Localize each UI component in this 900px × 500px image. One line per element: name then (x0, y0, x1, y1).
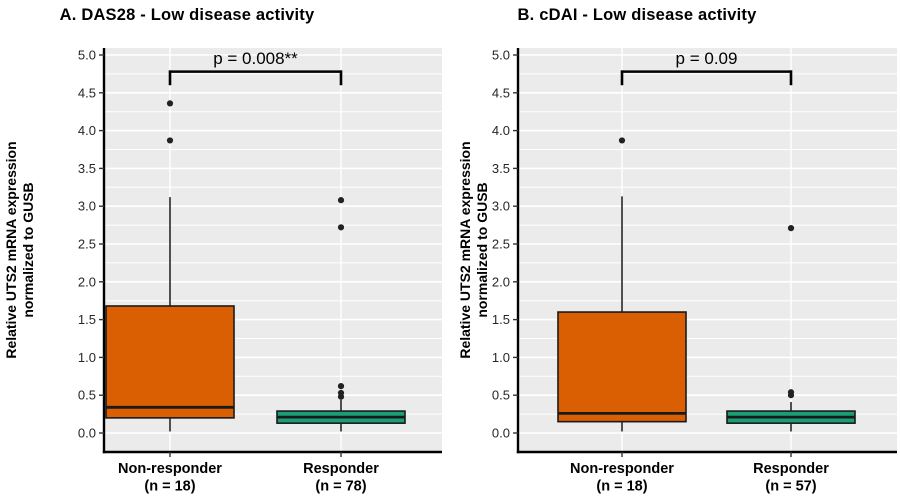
x-category-n-label: (n = 18) (144, 479, 195, 495)
panel-b-title: B. cDAI - Low disease activity (517, 6, 757, 24)
outlier-point-responder (337, 389, 345, 397)
y-tick-label: 0.5 (492, 388, 510, 403)
y-tick-label: 5.0 (492, 48, 510, 63)
y-axis-title-line: normalized to GUSB (474, 182, 490, 317)
y-tick-label: 1.5 (492, 312, 510, 327)
y-tick-label: 0.0 (78, 426, 96, 441)
panel-b-chart: Non-responder (n = 18) Responder (n = 57) p … (457, 48, 897, 495)
panel-a-title: A. DAS28 - Low disease activity (59, 6, 315, 24)
y-tick-label: 2.0 (492, 274, 510, 289)
y-tick-label: 0.5 (78, 388, 96, 403)
y-axis-title-line: normalized to GUSB (20, 182, 36, 317)
x-category-label: Non-responder (570, 461, 674, 477)
y-tick-label: 4.0 (492, 123, 510, 138)
y-tick-label: 2.5 (492, 237, 510, 252)
y-tick-label: 3.0 (492, 199, 510, 214)
p-value-label: p = 0.09 (676, 49, 738, 68)
x-category-n-label: (n = 57) (765, 479, 816, 495)
y-tick-label: 4.5 (492, 85, 510, 100)
y-tick-label: 3.5 (492, 161, 510, 176)
p-value-label: p = 0.008** (213, 49, 298, 68)
y-tick-label: 4.0 (78, 123, 96, 138)
outlier-point-responder (337, 197, 345, 204)
y-tick-label: 1.5 (78, 312, 96, 327)
y-axis-title-line: Relative UTS2 mRNA expression (457, 141, 473, 358)
x-category-label: Responder (753, 461, 829, 477)
x-category-label: Non-responder (118, 461, 222, 477)
y-tick-label: 1.0 (492, 350, 510, 365)
panel-a-chart: Non-responder (n = 18) Responder (n = 78) p … (3, 48, 442, 495)
y-tick-label: 3.0 (78, 199, 96, 214)
y-tick-label: 4.5 (78, 85, 96, 100)
y-tick-label: 0.0 (492, 426, 510, 441)
y-tick-label: 2.0 (78, 274, 96, 289)
outlier-point-non-responder (618, 137, 626, 144)
y-tick-label: 3.5 (78, 161, 96, 176)
y-axis-title-line: Relative UTS2 mRNA expression (3, 141, 19, 358)
outlier-point-non-responder (166, 100, 174, 107)
outlier-point-responder (337, 383, 345, 390)
x-category-n-label: (n = 18) (596, 479, 647, 495)
outlier-point-responder (787, 225, 795, 232)
x-category-label: Responder (303, 461, 379, 477)
y-tick-label: 5.0 (78, 48, 96, 63)
box-non-responder (557, 311, 687, 423)
x-category-n-label: (n = 78) (315, 479, 366, 495)
y-tick-label: 2.5 (78, 237, 96, 252)
box-non-responder (105, 305, 235, 419)
outlier-point-non-responder (166, 137, 174, 144)
outlier-point-responder (787, 389, 795, 396)
y-tick-label: 1.0 (78, 350, 96, 365)
outlier-point-responder (337, 224, 345, 231)
